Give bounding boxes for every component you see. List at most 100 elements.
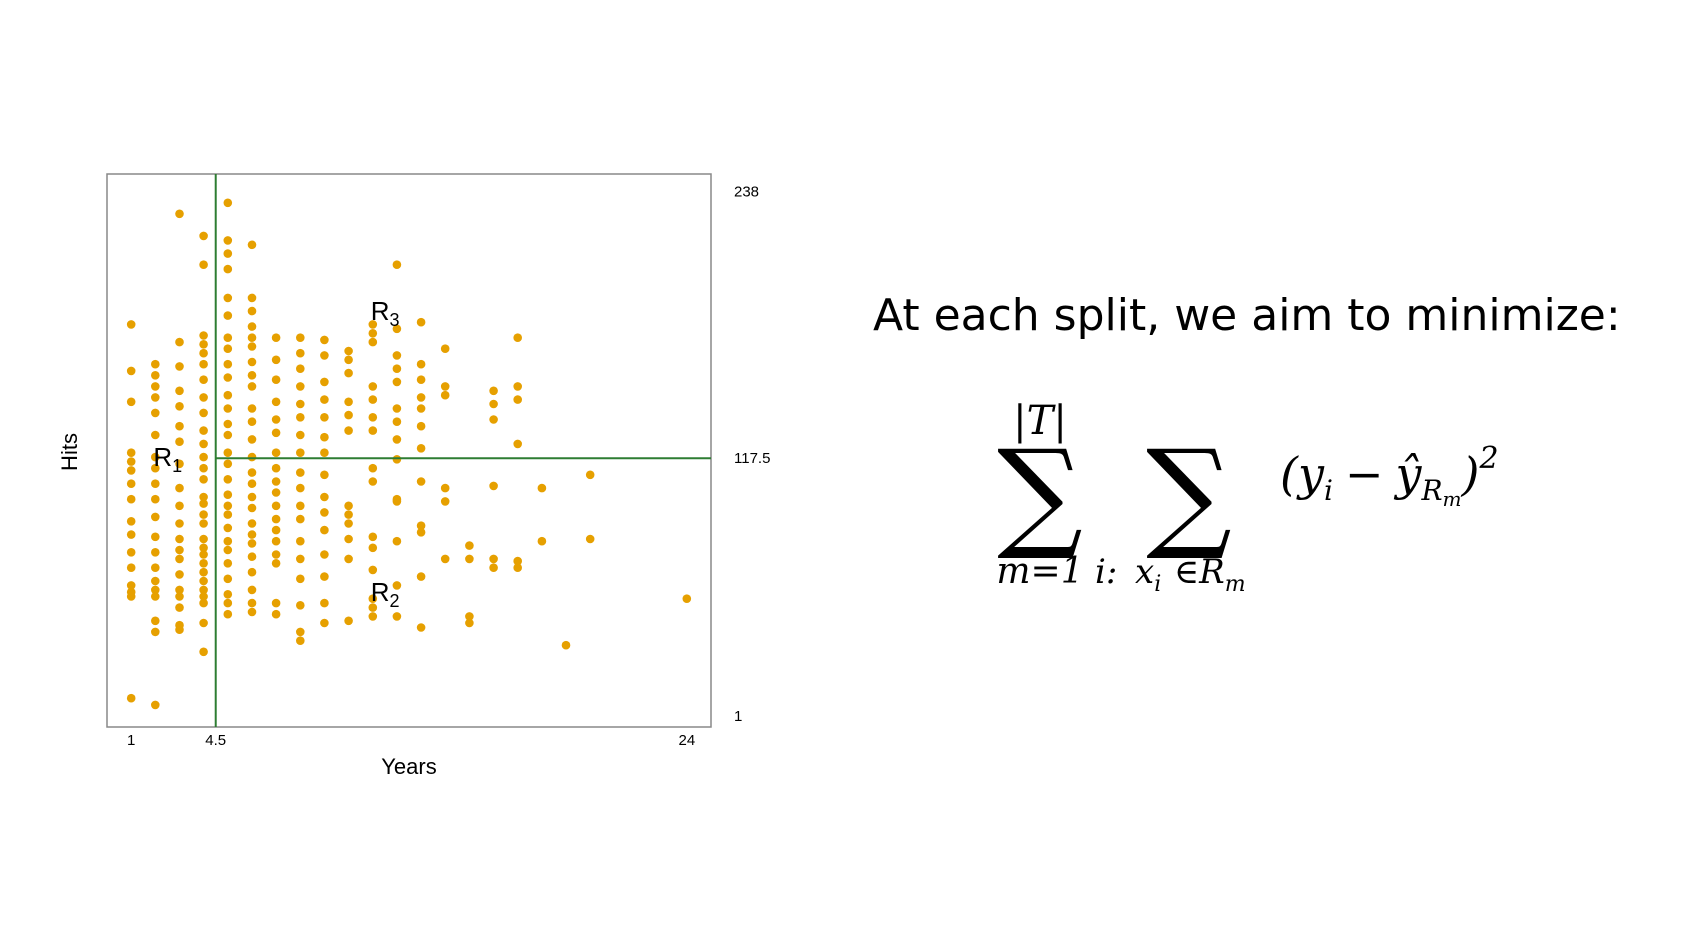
data-point bbox=[513, 556, 522, 566]
data-point bbox=[271, 559, 281, 568]
x-tick-label: 4.5 bbox=[205, 732, 226, 749]
data-point bbox=[199, 452, 208, 462]
data-point bbox=[199, 592, 208, 601]
data-point bbox=[271, 501, 281, 511]
data-point bbox=[175, 483, 184, 493]
data-point bbox=[151, 616, 160, 626]
data-point bbox=[223, 510, 233, 519]
data-point bbox=[416, 421, 426, 431]
data-point bbox=[271, 536, 281, 546]
data-point bbox=[199, 439, 208, 449]
data-point bbox=[151, 592, 160, 601]
data-point bbox=[223, 359, 233, 369]
data-point bbox=[175, 402, 184, 411]
y-tick-labels: 1 117.5 238 bbox=[734, 184, 770, 725]
region-label-r2: R2 bbox=[371, 577, 400, 611]
data-point bbox=[344, 426, 353, 435]
data-point bbox=[151, 382, 160, 391]
data-point bbox=[247, 585, 257, 595]
data-point bbox=[126, 457, 136, 466]
data-point bbox=[223, 293, 233, 303]
data-point bbox=[247, 293, 257, 303]
data-point bbox=[465, 612, 474, 621]
data-point bbox=[175, 554, 184, 564]
data-point bbox=[296, 627, 305, 637]
data-point bbox=[416, 572, 426, 581]
data-point bbox=[151, 585, 160, 595]
region-labels: R1 R3 R2 bbox=[153, 296, 399, 611]
data-point bbox=[344, 368, 353, 378]
data-point bbox=[344, 554, 353, 564]
data-point bbox=[320, 413, 329, 422]
hits-vs-years-scatter: 1 4.5 24 1 117.5 238 R1 R3 R2 Years Hits bbox=[57, 173, 770, 779]
data-point bbox=[247, 382, 257, 391]
data-point bbox=[126, 366, 136, 376]
data-point bbox=[151, 627, 160, 637]
inner-sum-symbol: ∑ bbox=[1146, 425, 1232, 564]
data-point bbox=[271, 477, 281, 486]
data-point bbox=[126, 494, 136, 504]
data-point bbox=[151, 700, 160, 710]
data-point bbox=[368, 612, 378, 621]
data-point bbox=[247, 452, 257, 462]
data-point bbox=[585, 470, 595, 480]
data-point bbox=[126, 320, 136, 329]
data-point bbox=[465, 541, 474, 550]
data-point bbox=[392, 404, 402, 413]
data-point bbox=[296, 348, 305, 358]
data-point bbox=[271, 463, 281, 473]
data-point bbox=[223, 236, 233, 245]
data-point bbox=[151, 359, 160, 369]
data-point bbox=[320, 525, 329, 535]
data-point bbox=[199, 585, 208, 595]
data-point bbox=[368, 594, 378, 603]
data-point bbox=[247, 417, 257, 427]
data-point bbox=[151, 563, 160, 572]
data-point bbox=[271, 333, 281, 343]
data-point bbox=[223, 609, 233, 619]
data-point bbox=[223, 598, 233, 608]
data-point bbox=[126, 581, 136, 590]
data-point bbox=[247, 333, 257, 343]
data-point bbox=[247, 240, 257, 250]
data-point bbox=[175, 603, 184, 612]
data-point bbox=[247, 479, 257, 489]
data-point bbox=[271, 397, 281, 407]
data-point bbox=[223, 448, 233, 458]
data-point bbox=[440, 483, 450, 493]
data-point bbox=[223, 501, 233, 511]
data-point bbox=[126, 517, 136, 526]
data-point bbox=[296, 448, 305, 458]
data-point bbox=[175, 437, 184, 447]
data-point bbox=[296, 364, 305, 374]
data-point bbox=[247, 322, 257, 331]
data-point bbox=[296, 536, 305, 546]
data-point bbox=[199, 576, 208, 586]
data-point bbox=[175, 570, 184, 579]
data-point bbox=[392, 497, 402, 506]
data-point bbox=[247, 371, 257, 380]
data-point bbox=[344, 534, 353, 544]
data-point bbox=[416, 393, 426, 402]
data-point bbox=[392, 351, 402, 360]
inner-sum-lower-r: ∈Rm bbox=[1174, 552, 1246, 597]
x-tick-labels: 1 4.5 24 bbox=[127, 732, 695, 749]
data-point bbox=[368, 477, 378, 486]
data-point bbox=[151, 430, 160, 440]
data-point bbox=[392, 612, 402, 621]
data-point bbox=[247, 598, 257, 608]
outer-sum-upper-limit: |T| bbox=[1013, 398, 1067, 444]
data-point bbox=[175, 386, 184, 396]
data-point bbox=[151, 452, 160, 462]
data-point bbox=[271, 598, 281, 608]
data-point bbox=[368, 337, 378, 347]
data-point bbox=[368, 603, 378, 612]
data-point bbox=[271, 415, 281, 424]
data-point bbox=[223, 333, 233, 343]
objective-formula: |T| ∑ m=1 ∑ i: xi ∈Rm (yi − ŷRm)2 bbox=[996, 398, 1498, 597]
y-axis-title: Hits bbox=[57, 433, 82, 471]
data-point bbox=[368, 395, 378, 404]
data-point bbox=[199, 559, 208, 568]
data-point bbox=[271, 448, 281, 458]
data-point bbox=[320, 470, 329, 480]
